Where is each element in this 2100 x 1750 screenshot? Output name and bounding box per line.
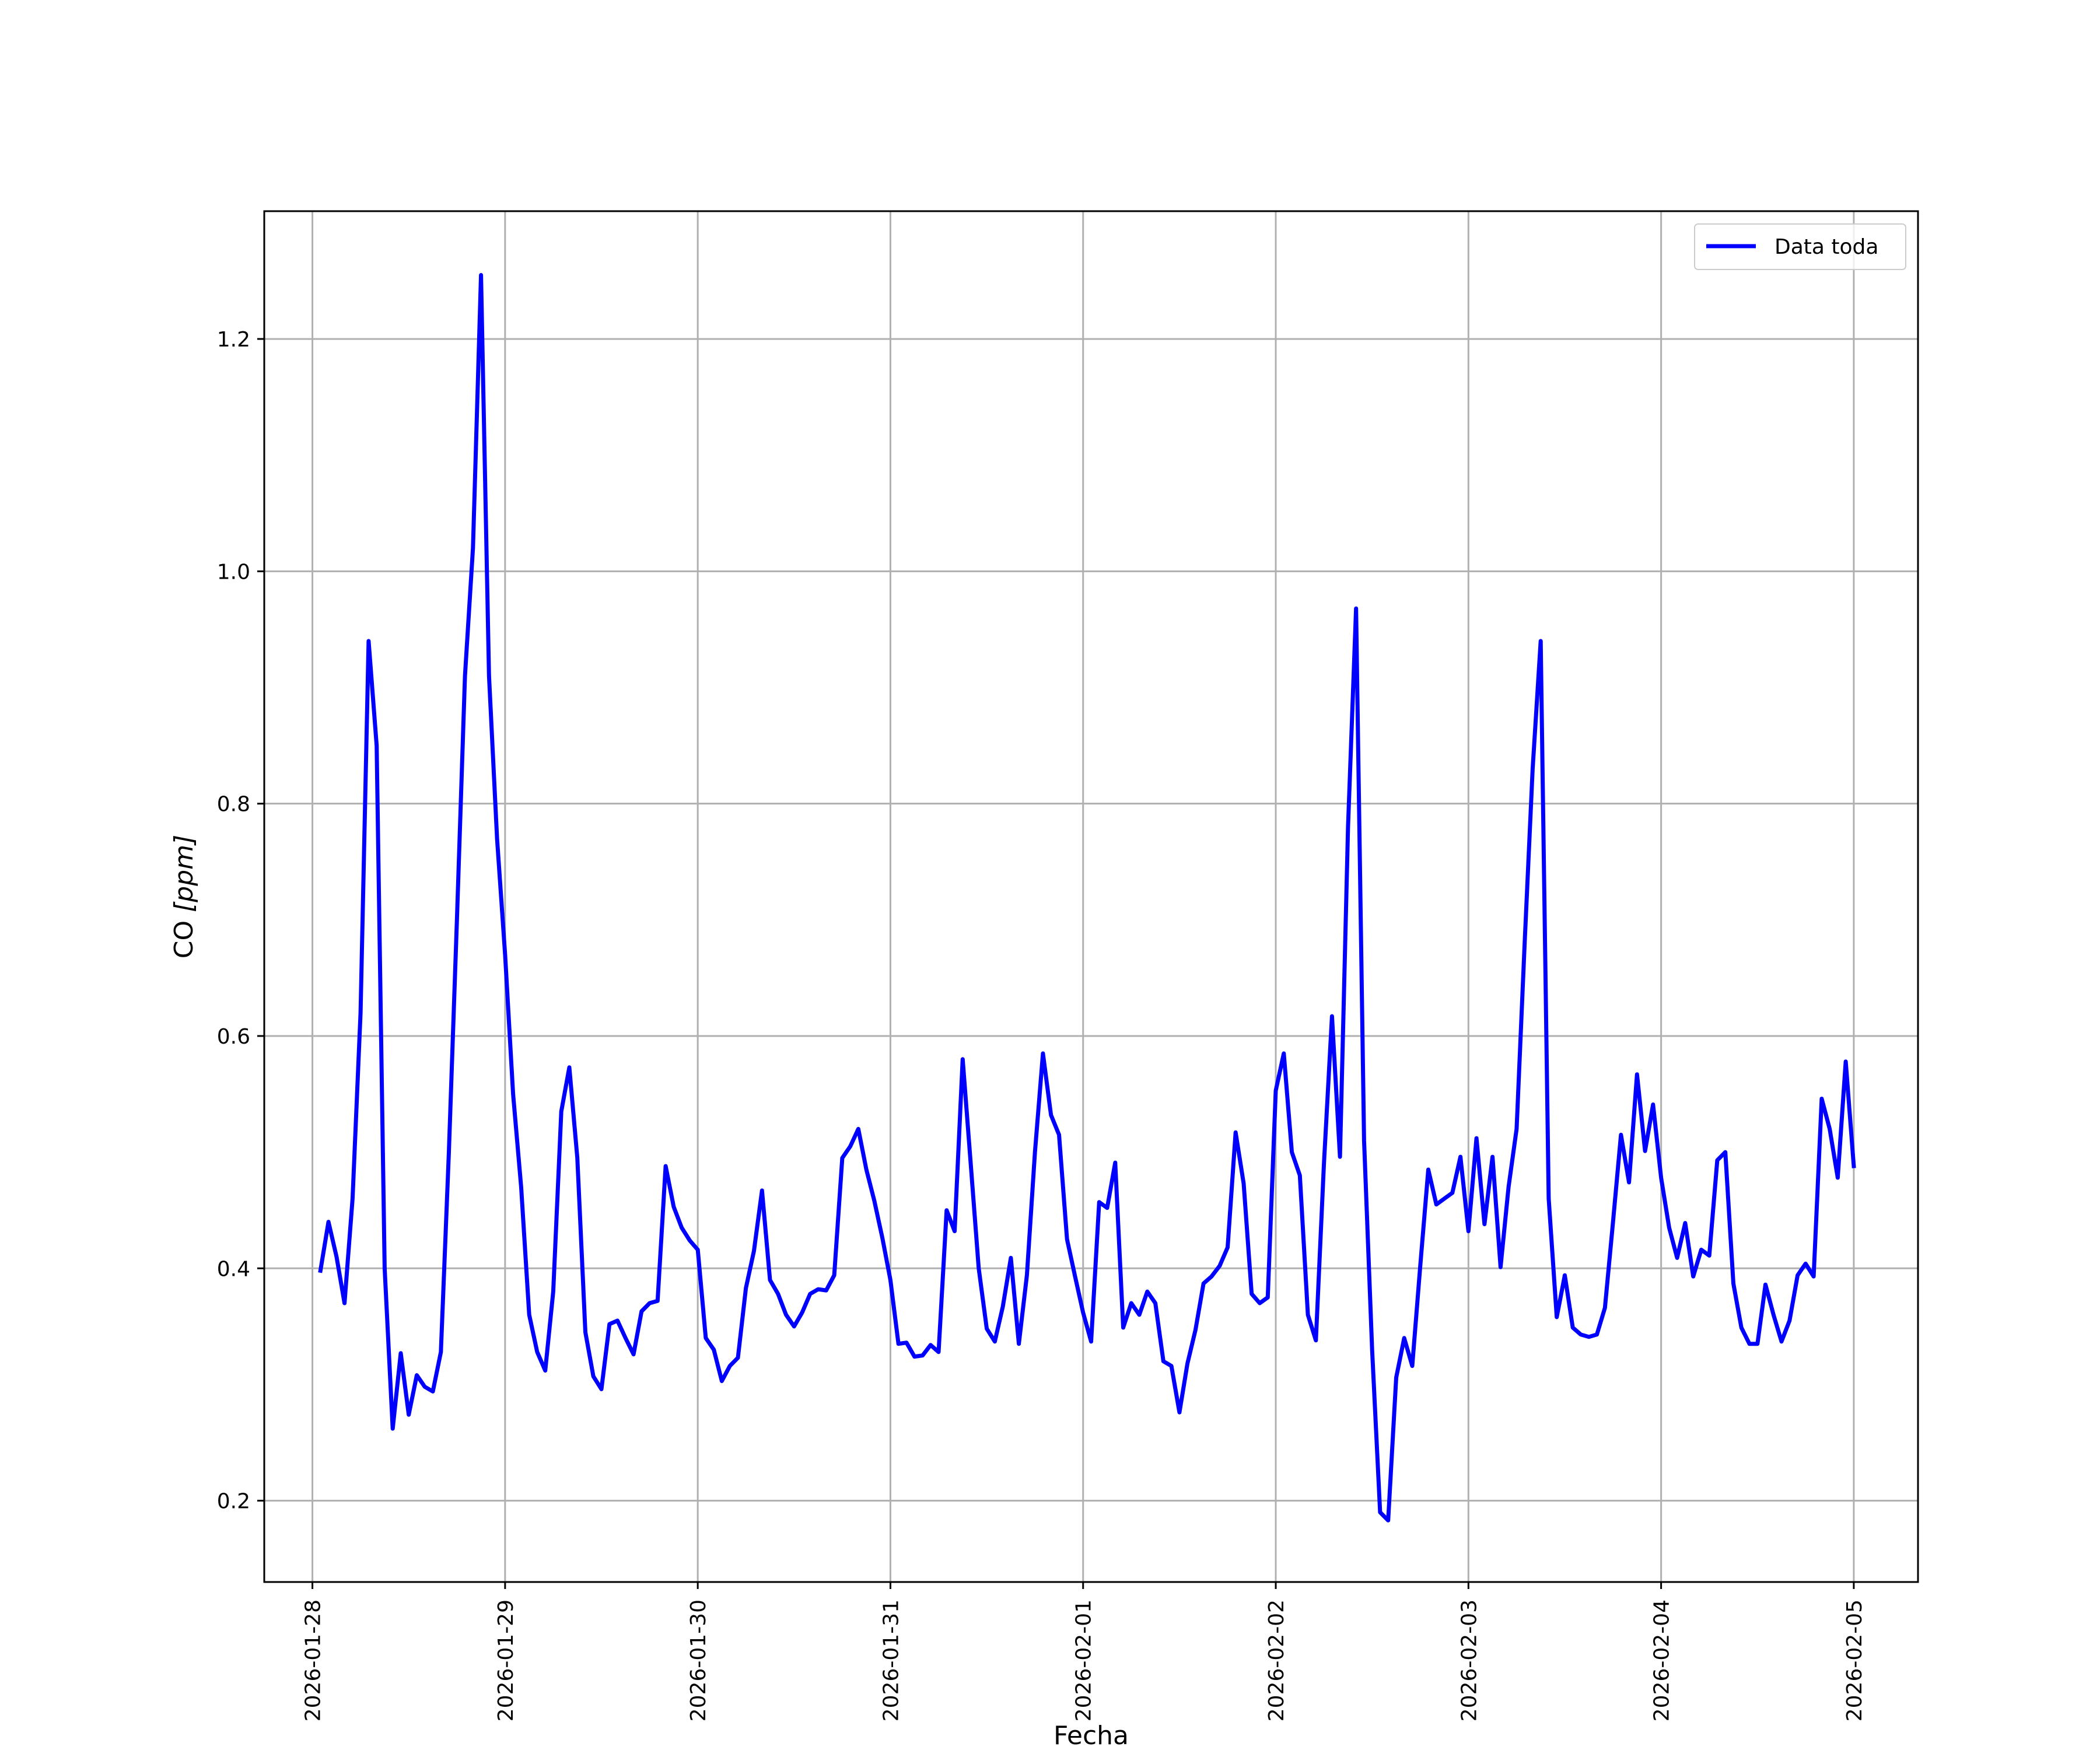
y-tick-label: 0.4 (217, 1257, 250, 1281)
y-tick-label: 1.2 (217, 328, 250, 352)
x-tick-label: 2026-02-04 (1650, 1600, 1674, 1721)
x-axis-title: Fecha (1054, 1721, 1129, 1750)
x-tick-label: 2026-01-31 (879, 1600, 903, 1721)
x-tick-label: 2026-02-05 (1843, 1600, 1867, 1721)
y-axis-title-unit: [ppm] (169, 835, 199, 912)
plot-frame (263, 210, 1919, 1583)
x-tick-label: 2026-02-02 (1265, 1600, 1289, 1721)
y-axis-title: CO [ppm] (169, 835, 199, 958)
y-tick-label: 0.8 (217, 793, 250, 817)
x-tick-label: 2026-02-03 (1457, 1600, 1481, 1721)
y-tick-label: 0.2 (217, 1490, 250, 1514)
x-axis-ticks: 2026-01-28 2026-01-29 2026-01-30 2026-01-31… (302, 1582, 1867, 1721)
y-tick-label: 1.0 (217, 560, 250, 584)
x-tick-label: 2026-02-01 (1072, 1600, 1096, 1721)
x-tick-label: 2026-01-28 (302, 1600, 326, 1721)
legend-label: Data toda (1774, 235, 1878, 259)
y-axis-ticks: 0.2 0.4 0.6 0.8 1.0 1.2 (217, 328, 264, 1514)
grid-lines (264, 211, 1918, 1582)
legend: Data toda (1694, 223, 1906, 270)
series-line-data-toda (318, 273, 1856, 1522)
x-tick-label: 2026-01-29 (494, 1600, 518, 1721)
y-tick-label: 0.6 (217, 1025, 250, 1049)
x-tick-label: 2026-01-30 (687, 1600, 710, 1721)
legend-box (1694, 223, 1906, 270)
y-axis-title-text: CO (169, 912, 199, 958)
